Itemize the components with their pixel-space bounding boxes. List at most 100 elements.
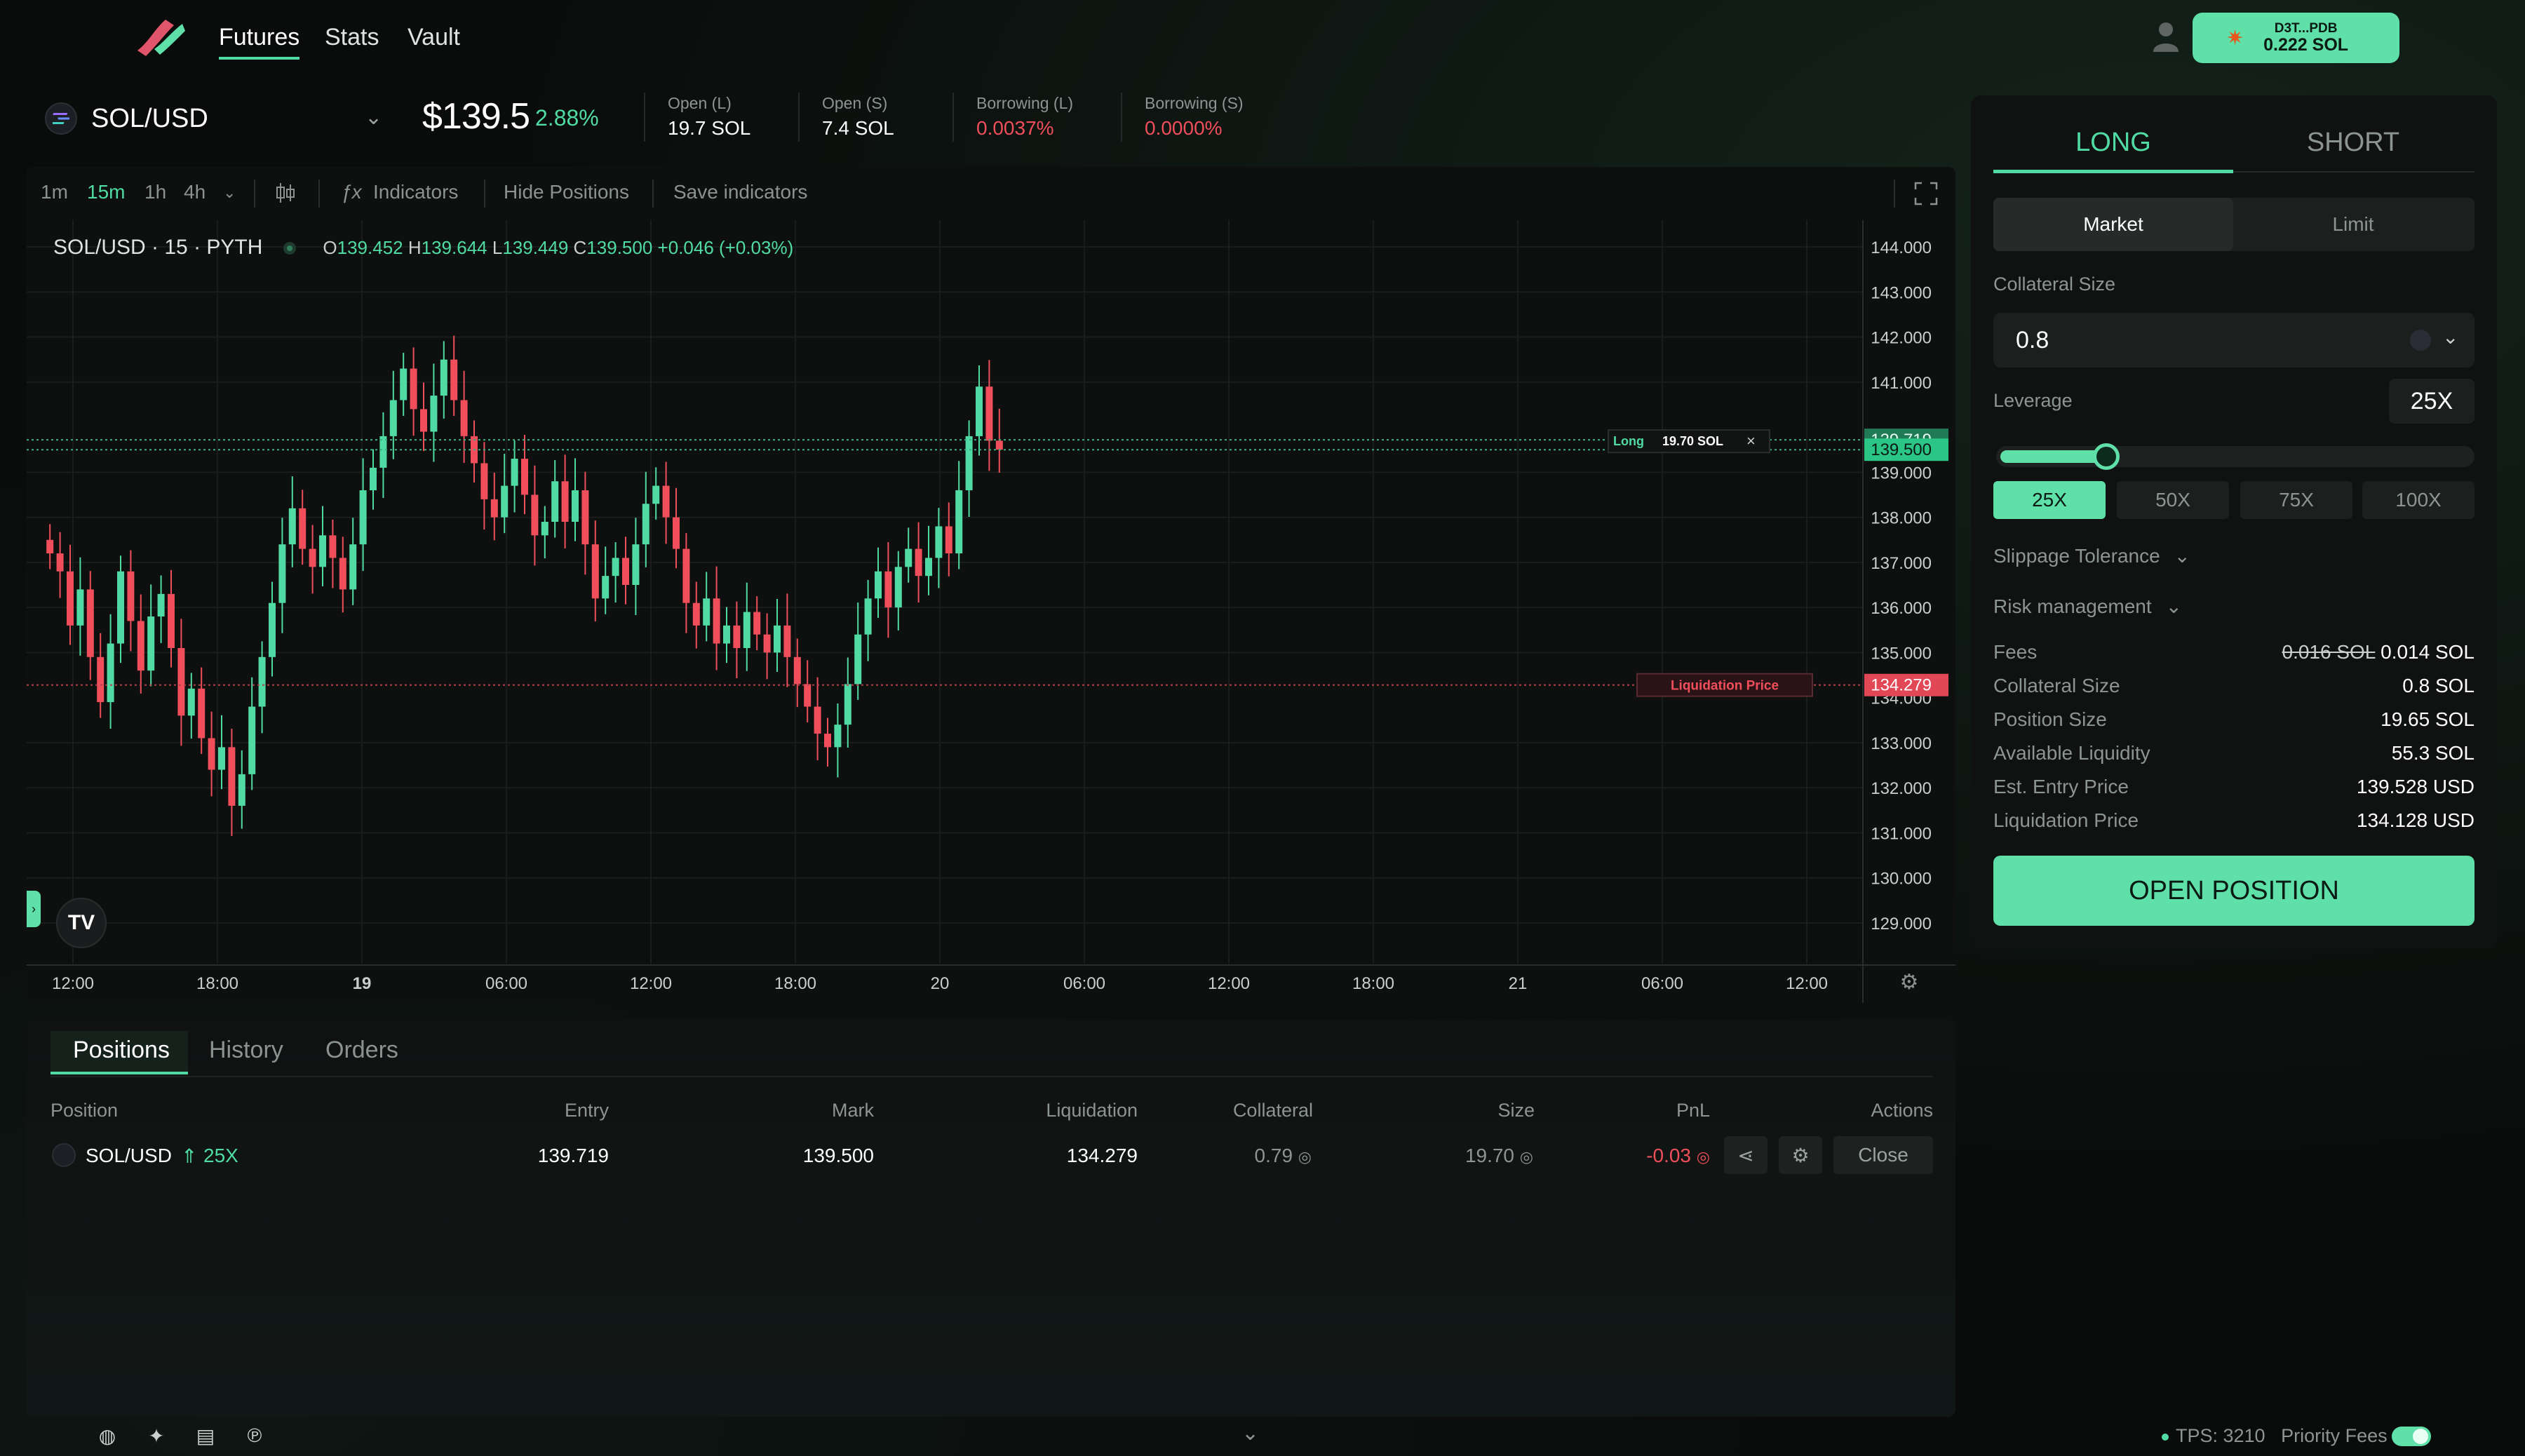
leverage-option-25x[interactable]: 25X: [1993, 481, 2106, 519]
tab-history[interactable]: History: [209, 1037, 283, 1063]
col-liquidation: Liquidation: [1046, 1100, 1138, 1121]
candle-body: [359, 490, 367, 545]
gears-icon: ⚙: [1791, 1144, 1810, 1166]
share-button[interactable]: ⋖: [1724, 1136, 1767, 1174]
leverage-option-100x[interactable]: 100X: [2362, 481, 2474, 519]
candle-body: [531, 494, 539, 536]
nav-stats[interactable]: Stats: [325, 24, 379, 50]
fees-value: 0.016 SOL 0.014 SOL: [2282, 641, 2475, 663]
interval-1m[interactable]: 1m: [41, 181, 68, 203]
leverage-slider-fill: [2000, 450, 2106, 463]
indicators-button[interactable]: Indicators: [373, 181, 459, 203]
positions-panel: [27, 1020, 1955, 1417]
tab-long[interactable]: LONG: [2075, 128, 2151, 157]
live-status-dot: [283, 242, 297, 255]
x-tick-label: 21: [1509, 974, 1528, 993]
fullscreen-icon[interactable]: [1913, 181, 1939, 206]
candle-body: [854, 634, 862, 685]
interval-4h[interactable]: 4h: [184, 181, 206, 203]
twitter-icon[interactable]: ✦: [148, 1424, 165, 1447]
app-logo[interactable]: [133, 15, 187, 58]
save-indicators-button[interactable]: Save indicators: [673, 181, 808, 203]
expand-sidebar-button[interactable]: ›: [27, 891, 41, 927]
divider: [952, 93, 954, 142]
network-status: TPS: 3210 Priority Fees: [2162, 1425, 2388, 1447]
order-type-limit[interactable]: Limit: [2332, 213, 2374, 235]
close-position-button[interactable]: Close: [1833, 1136, 1933, 1174]
position-pair: SOL/USD: [86, 1145, 172, 1166]
summary-label: Available Liquidity: [1993, 742, 2150, 764]
slippage-toggle[interactable]: Slippage Tolerance ⌄: [1993, 545, 2190, 567]
y-tick-label: 133.000: [1871, 734, 1932, 753]
candle-body: [925, 558, 932, 577]
candle-body: [67, 571, 74, 626]
leverage-slider-handle[interactable]: [2093, 443, 2120, 470]
interval-1h[interactable]: 1h: [144, 181, 167, 203]
docs-icon[interactable]: ▤: [196, 1424, 215, 1447]
collateral-input[interactable]: [1993, 313, 2474, 368]
tradingview-logo[interactable]: TV: [56, 898, 107, 948]
tab-orders[interactable]: Orders: [325, 1037, 398, 1063]
candle-body: [86, 589, 94, 657]
hide-positions-button[interactable]: Hide Positions: [504, 181, 629, 203]
y-tick-label: 138.000: [1871, 509, 1932, 528]
col-entry: Entry: [564, 1100, 609, 1121]
candle-body: [783, 625, 791, 657]
chevron-down-icon[interactable]: ⌄: [223, 184, 236, 201]
function-icon[interactable]: ƒx: [341, 181, 362, 203]
candle-body: [905, 548, 913, 567]
price-chart[interactable]: 12:00 18:00 19 06:00 12:00 18:00 20 06:00 12:00 1…: [27, 220, 1955, 1003]
divider: [1121, 93, 1122, 142]
tab-short[interactable]: SHORT: [2306, 128, 2400, 157]
divider: [50, 1076, 1933, 1077]
candle-body: [97, 656, 105, 703]
leverage-value[interactable]: 25X: [2389, 379, 2474, 424]
wallet-button[interactable]: ✷ D3T...PDB 0.222 SOL: [2193, 13, 2399, 63]
candle-body: [218, 747, 225, 770]
y-tick-label: 139.000: [1871, 464, 1932, 483]
pyth-icon[interactable]: ℗: [247, 1424, 262, 1446]
settings-button[interactable]: ⚙: [1779, 1136, 1822, 1174]
order-type-market[interactable]: Market: [2083, 213, 2143, 235]
tab-positions[interactable]: Positions: [73, 1037, 170, 1063]
candle-body: [793, 656, 801, 685]
nav-vault[interactable]: Vault: [408, 24, 460, 50]
candle-body: [76, 589, 84, 626]
candle-body: [288, 508, 296, 545]
candle-body: [572, 490, 579, 523]
x-tick-label: 20: [931, 974, 950, 993]
candle-body: [258, 656, 266, 707]
candle-body: [339, 558, 346, 590]
chart-legend: SOL/USD · 15 · PYTH O139.452 H139.644 L13…: [53, 236, 794, 259]
position-liquidation: 134.279: [1066, 1145, 1138, 1166]
candles-icon[interactable]: [274, 181, 297, 205]
chevron-down-icon[interactable]: ⌄: [365, 106, 383, 129]
chevron-down-icon[interactable]: ⌄: [2442, 326, 2459, 348]
candle-body: [743, 612, 750, 648]
y-tick-label: 137.000: [1871, 554, 1932, 573]
candle-body: [460, 400, 468, 436]
discord-icon[interactable]: ◍: [98, 1424, 116, 1447]
user-icon[interactable]: [2150, 18, 2181, 53]
gear-icon[interactable]: ⚙: [1900, 970, 1919, 995]
nav-futures[interactable]: Futures: [219, 24, 300, 60]
collateral-value[interactable]: 0.8: [2016, 327, 2049, 353]
pair-selector[interactable]: SOL/USD: [91, 104, 208, 133]
liquidation-tag-box: [1636, 673, 1813, 697]
order-type-active-bg: [1993, 198, 2233, 251]
candle-body: [814, 706, 821, 734]
candle-body: [945, 526, 952, 554]
leverage-option-50x[interactable]: 50X: [2117, 481, 2229, 519]
candle-body: [440, 359, 447, 396]
leverage-option-75x[interactable]: 75X: [2240, 481, 2352, 519]
chevron-down-icon[interactable]: ⌄: [1241, 1422, 1260, 1445]
position-tag: Long 19.70 SOL ×: [1608, 429, 1770, 454]
divider: [254, 180, 255, 208]
candle-body: [692, 602, 700, 626]
open-position-button[interactable]: OPEN POSITION: [1993, 856, 2474, 926]
solana-icon: [45, 102, 77, 135]
y-tick-label: 132.000: [1871, 779, 1932, 798]
interval-15m[interactable]: 15m: [87, 181, 126, 203]
candle-body: [107, 643, 114, 703]
risk-management-toggle[interactable]: Risk management ⌄: [1993, 595, 2182, 617]
